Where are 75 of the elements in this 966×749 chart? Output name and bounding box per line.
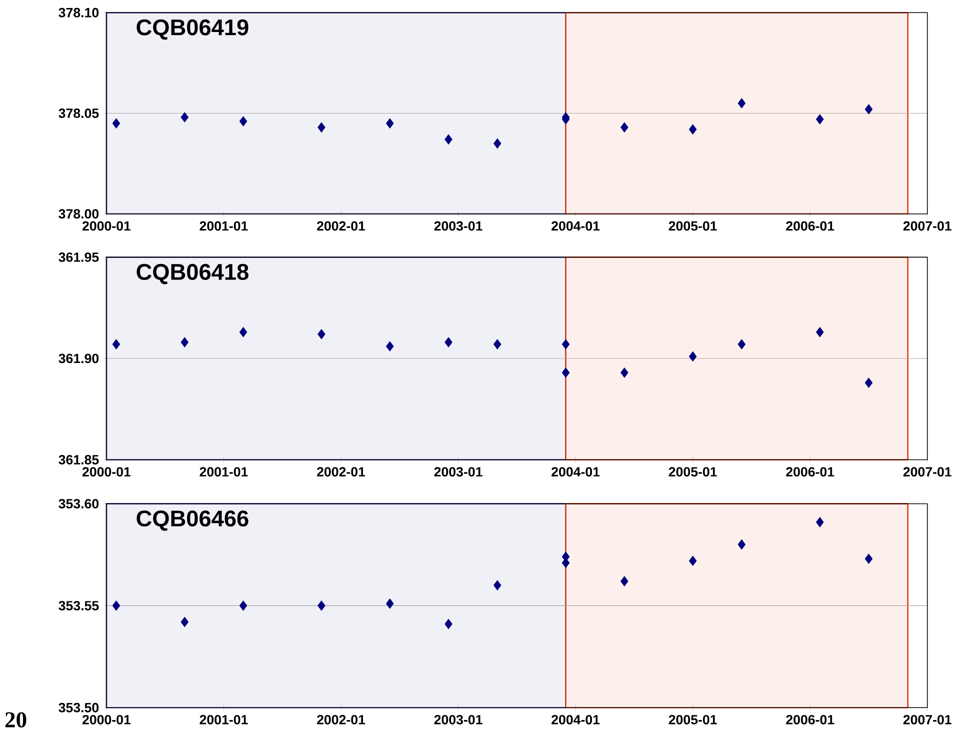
chart-title: CQB06418: [136, 264, 248, 284]
point: [493, 339, 502, 350]
point: [493, 138, 502, 149]
y-tick-label: 353.60: [58, 499, 99, 509]
x-tick-label: 2005-01: [668, 467, 717, 477]
x-tick-label: 2001-01: [200, 715, 248, 725]
point: [816, 114, 824, 125]
x-tick-label: 2003-01: [434, 221, 482, 231]
point: [864, 554, 873, 564]
point: [688, 124, 697, 135]
point: [620, 368, 628, 378]
y-tick-label: 361.85: [58, 455, 99, 465]
x-tick-label: 2004-01: [552, 221, 600, 231]
point: [112, 600, 120, 611]
point: [444, 619, 452, 630]
point: [738, 339, 746, 350]
x-tick-label: 2002-01: [317, 715, 366, 725]
point: [493, 580, 502, 591]
x-tick-label: 2003-01: [434, 715, 482, 725]
x-tick-label: 2000-01: [82, 715, 131, 725]
point: [180, 337, 189, 348]
x-tick-label: 2001-01: [200, 221, 248, 231]
y-tick-label: 361.90: [58, 354, 99, 364]
point: [562, 368, 570, 378]
x-tick-label: 2005-01: [668, 715, 717, 725]
y-tick-label: 378.00: [58, 209, 99, 219]
x-tick-label: 2007-01: [903, 221, 952, 231]
point: [318, 122, 326, 133]
x-tick-label: 2000-01: [82, 221, 131, 231]
point: [444, 337, 452, 348]
point: [239, 327, 248, 338]
x-tick-label: 2006-01: [786, 467, 834, 477]
point: [620, 576, 628, 586]
text: 20: [5, 712, 26, 728]
point: [738, 98, 746, 108]
y-tick-label: 361.95: [58, 252, 99, 262]
x-tick-label: 2002-01: [317, 221, 366, 231]
y-tick-label: 378.10: [58, 8, 99, 18]
point: [688, 556, 697, 566]
x-tick-label: 2006-01: [786, 221, 834, 231]
point: [816, 517, 824, 528]
point: [318, 329, 326, 340]
point: [180, 617, 189, 628]
chart-title: CQB06466: [136, 510, 248, 531]
point: [386, 118, 394, 129]
point: [864, 378, 873, 388]
point: [864, 104, 873, 115]
x-tick-label: 2005-01: [668, 221, 717, 231]
x-tick-label: 2000-01: [82, 467, 131, 477]
y-tick-label: 353.50: [58, 703, 99, 713]
point: [562, 339, 570, 350]
x-tick-label: 2006-01: [786, 715, 834, 725]
point: [239, 116, 248, 127]
x-tick-label: 2004-01: [552, 715, 600, 725]
x-tick-label: 2002-01: [317, 467, 366, 477]
point: [620, 122, 628, 133]
x-tick-label: 2003-01: [434, 467, 482, 477]
point: [112, 118, 120, 129]
x-tick-label: 2007-01: [903, 715, 952, 725]
chart-title: CQB06419: [136, 20, 248, 40]
point: [444, 134, 452, 145]
point: [816, 327, 824, 338]
point: [112, 339, 120, 350]
point: [386, 341, 394, 352]
point: [688, 352, 697, 362]
y-tick-label: 353.55: [58, 601, 99, 611]
x-tick-label: 2007-01: [903, 467, 952, 477]
point: [239, 600, 248, 611]
point: [318, 600, 326, 611]
x-tick-label: 2001-01: [200, 467, 248, 477]
x-tick-label: 2004-01: [552, 467, 600, 477]
point: [738, 540, 746, 550]
point: [180, 112, 189, 123]
y-tick-label: 378.05: [58, 108, 99, 118]
point: [386, 598, 394, 609]
